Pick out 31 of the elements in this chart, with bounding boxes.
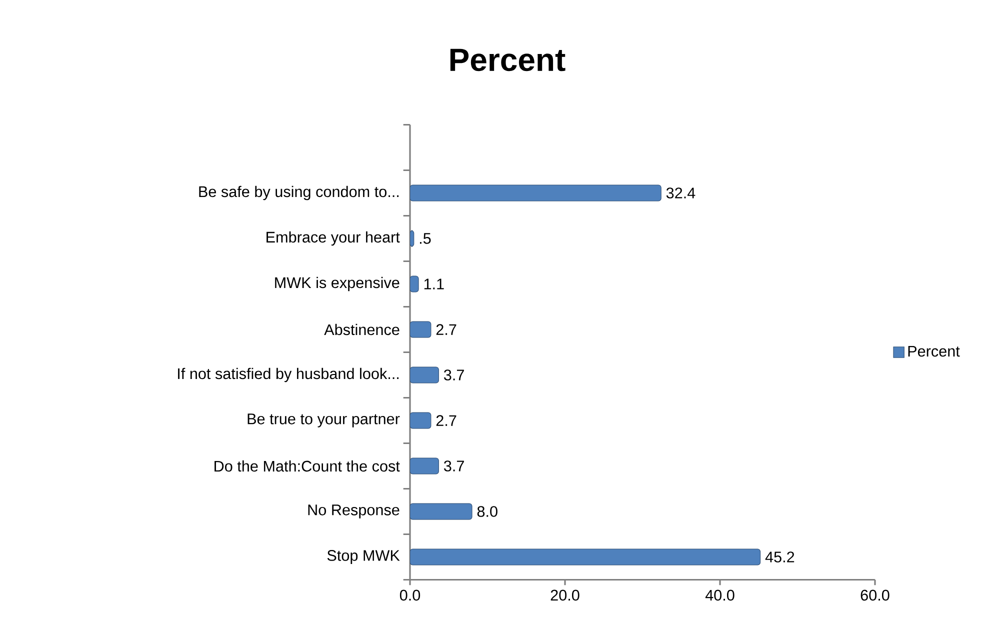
y-tick-label: No Response xyxy=(308,504,400,518)
y-tick-label: Be true to your partner xyxy=(248,414,400,428)
bar xyxy=(410,503,472,520)
y-tick-label: Do the Math:Count the cost xyxy=(214,460,400,472)
bar xyxy=(410,366,439,384)
y-tick-label: Stop MWK xyxy=(327,550,400,564)
data-label: 1.1 xyxy=(424,278,444,290)
y-tick-label: If not satisfied by husband look... xyxy=(178,368,399,382)
data-label: 2.7 xyxy=(436,324,456,335)
data-label: 45.2 xyxy=(765,552,794,562)
bar xyxy=(410,458,439,474)
data-label: 32.4 xyxy=(666,188,696,198)
bar xyxy=(410,184,662,202)
legend-label: Percent xyxy=(908,346,960,357)
data-label: 8.0 xyxy=(477,506,498,517)
x-tick-label: 20.0 xyxy=(550,590,580,601)
chart-title: Percent xyxy=(450,48,566,72)
y-tick-label: Embrace your heart xyxy=(266,231,400,246)
y-tick-label: Abstinence xyxy=(324,324,400,336)
bar xyxy=(410,321,432,338)
bar xyxy=(410,548,761,566)
x-tick-label: 40.0 xyxy=(705,590,734,601)
data-label: 3.7 xyxy=(444,460,464,472)
x-tick-label: 0.0 xyxy=(400,590,420,601)
x-tick-label: 60.0 xyxy=(860,590,890,601)
bar xyxy=(410,412,432,429)
y-tick-label: Be safe by using condom to... xyxy=(199,186,399,200)
data-label: 2.7 xyxy=(436,415,456,426)
data-label: 3.7 xyxy=(444,370,464,380)
data-label: .5 xyxy=(420,233,431,244)
y-tick-label: MWK is expensive xyxy=(275,276,400,292)
